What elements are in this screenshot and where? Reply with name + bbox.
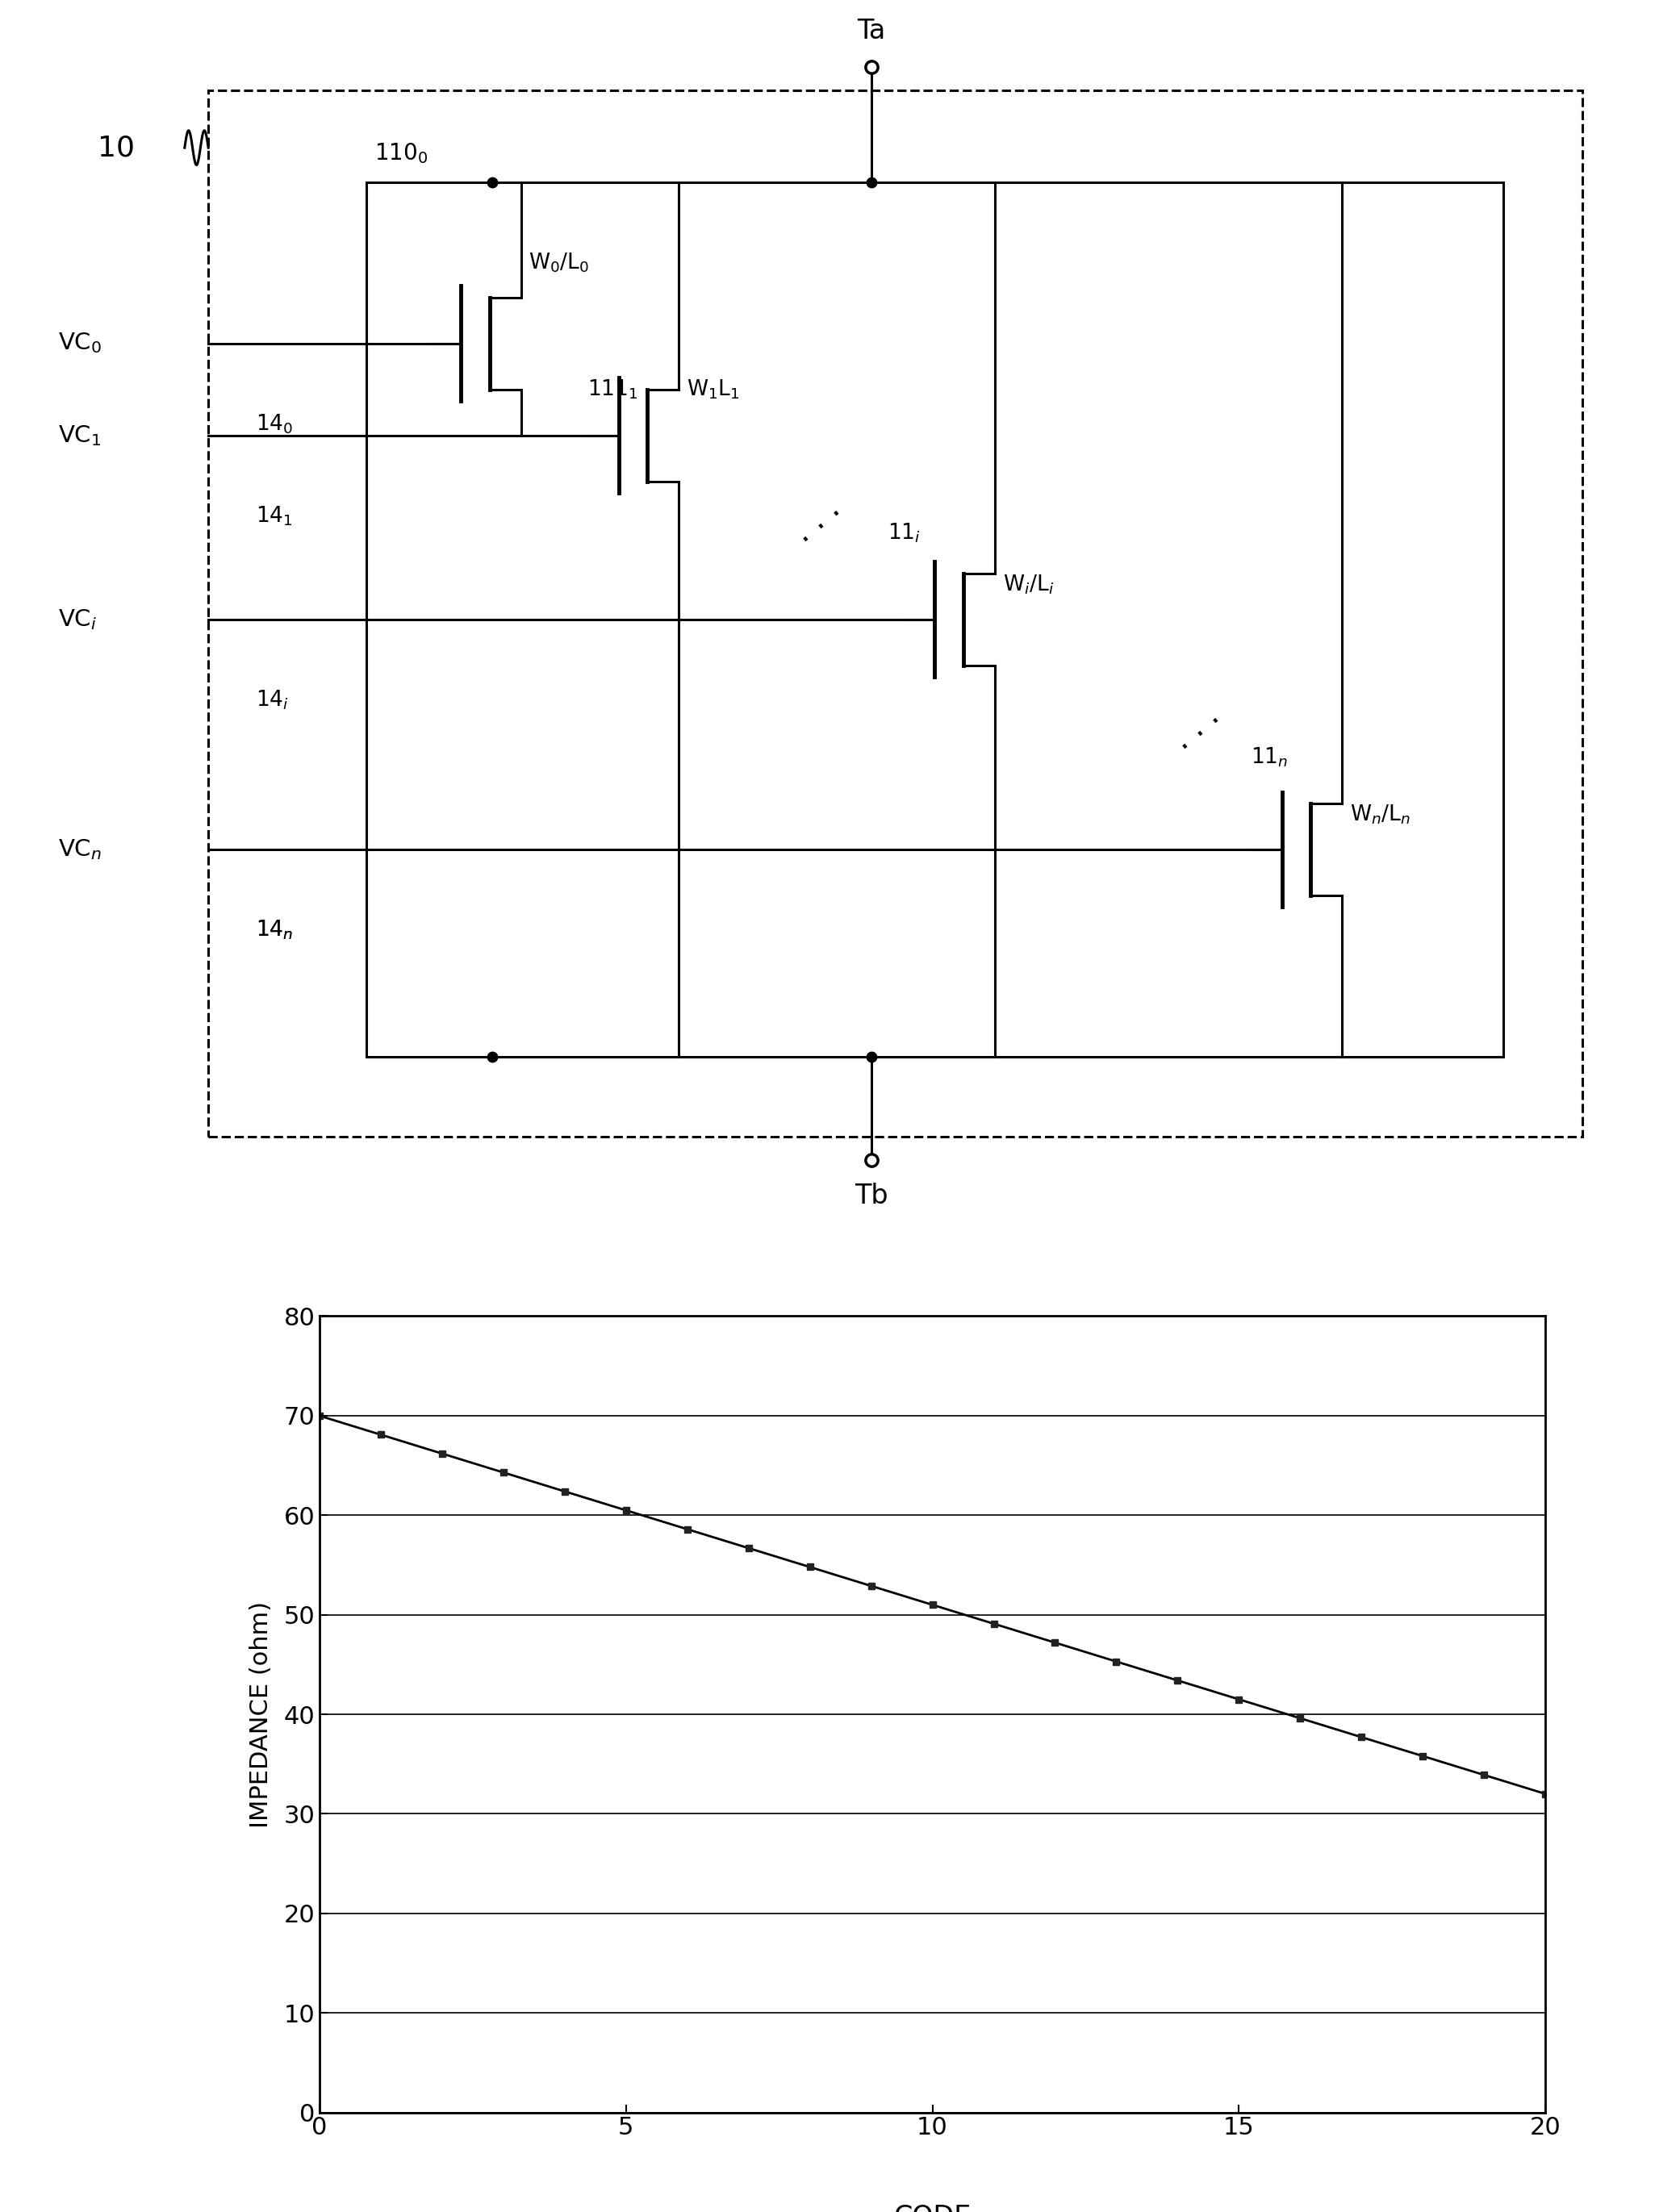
Text: · · ·: · · · (1173, 706, 1231, 763)
Text: 14$_1$: 14$_1$ (255, 504, 292, 526)
Text: 14$_i$: 14$_i$ (255, 688, 289, 712)
Text: Tb: Tb (855, 1183, 889, 1210)
Text: 110$_0$: 110$_0$ (375, 142, 428, 166)
Bar (366, 181, 1504, 1057)
Text: 14$_n$: 14$_n$ (255, 918, 292, 942)
Y-axis label: IMPEDANCE (ohm): IMPEDANCE (ohm) (249, 1601, 272, 1827)
Text: VC$_0$: VC$_0$ (59, 332, 102, 356)
Text: VC$_n$: VC$_n$ (59, 838, 102, 860)
Text: Ta: Ta (857, 18, 885, 44)
Text: 111$_1$: 111$_1$ (588, 378, 638, 400)
Text: VC$_i$: VC$_i$ (59, 608, 97, 630)
Text: 11$_i$: 11$_i$ (887, 522, 921, 544)
Text: 11$_n$: 11$_n$ (1250, 745, 1289, 770)
Bar (208, 91, 1583, 1137)
Text: 14$_0$: 14$_0$ (255, 411, 292, 436)
Text: 10: 10 (97, 135, 134, 161)
Text: CODE: CODE (894, 2203, 971, 2212)
Text: W$_1$L$_1$: W$_1$L$_1$ (687, 378, 739, 400)
Text: 14$_n$: 14$_n$ (255, 918, 292, 942)
Text: VC$_1$: VC$_1$ (59, 422, 101, 447)
Text: · · ·: · · · (793, 500, 852, 555)
Text: W$_0$/L$_0$: W$_0$/L$_0$ (529, 252, 590, 274)
Text: W$_i$/L$_i$: W$_i$/L$_i$ (1003, 573, 1053, 597)
Text: W$_n$/L$_n$: W$_n$/L$_n$ (1351, 803, 1411, 827)
